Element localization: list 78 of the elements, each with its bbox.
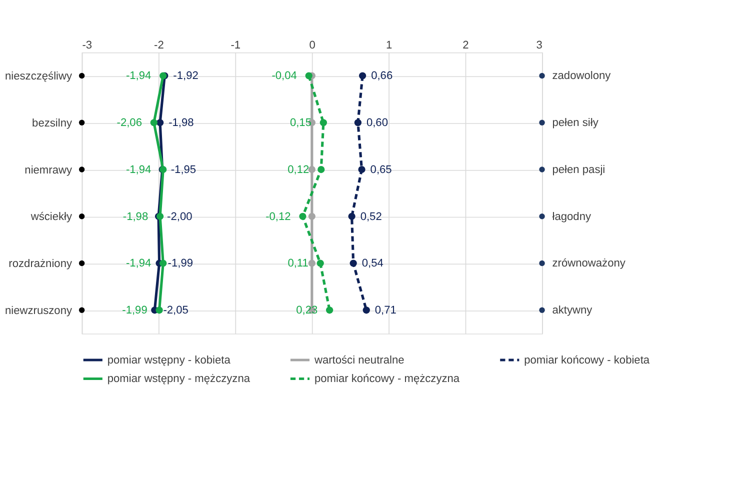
y2-tick-label: łagodny: [552, 210, 592, 223]
point: [78, 120, 85, 126]
data-label: -2,00: [167, 210, 192, 223]
point: [308, 260, 316, 267]
legend-label: pomiar wstępny - mężczyzna: [107, 373, 251, 386]
x-tick-label: -1: [230, 40, 241, 52]
legend-label: pomiar końcowy - kobieta: [524, 354, 650, 366]
point: [539, 214, 545, 220]
x-tick-label: 2: [462, 40, 469, 52]
data-label: -1,99: [168, 258, 194, 270]
data-label: -2,06: [116, 117, 142, 130]
y-tick-label: niewzruszony: [4, 304, 72, 317]
point: [305, 72, 312, 80]
data-label: 0,23: [296, 304, 318, 317]
data-label: 0,66: [371, 70, 393, 82]
x-tick-label: -3: [82, 40, 92, 52]
data-label: -1,98: [122, 210, 148, 223]
point: [299, 212, 306, 220]
point: [316, 260, 324, 267]
data-label: -1,94: [126, 258, 152, 270]
data-label: -1,94: [126, 164, 152, 176]
point: [78, 166, 85, 172]
data-label: -1,99: [122, 304, 148, 317]
y2-tick-label: pełen siły: [552, 117, 599, 130]
point: [78, 260, 85, 266]
point: [539, 120, 545, 126]
point: [539, 72, 545, 79]
y-tick-label: bezsilny: [32, 117, 72, 130]
point: [362, 306, 370, 314]
data-label: 0,54: [362, 258, 384, 270]
point: [78, 72, 85, 79]
point: [318, 166, 325, 174]
data-label: 0,12: [288, 164, 310, 176]
point: [160, 260, 167, 267]
y-tick-label: nieszczęśliwy: [5, 70, 72, 83]
point: [539, 307, 545, 313]
point: [78, 214, 85, 220]
legend-label: wartości neutralne: [313, 354, 404, 366]
data-label: 0,65: [370, 164, 392, 176]
data-label: 0,60: [366, 117, 388, 130]
point: [156, 119, 164, 126]
point: [308, 212, 316, 220]
y-tick-label: rozdrażniony: [8, 258, 72, 270]
point: [320, 119, 327, 126]
x-tick-label: 3: [536, 40, 542, 52]
point: [539, 260, 545, 266]
y2-tick-label: aktywny: [552, 304, 593, 317]
data-label: -2,05: [163, 304, 188, 317]
x-tick-label: 0: [309, 40, 316, 52]
point: [156, 306, 163, 314]
data-label: -1,92: [173, 70, 198, 82]
point: [358, 166, 366, 174]
x-tick-label: -2: [154, 40, 164, 52]
point: [539, 166, 545, 172]
data-label: 0,11: [288, 258, 308, 270]
legend-label: pomiar końcowy - mężczyzna: [314, 373, 460, 386]
x-tick-label: 1: [386, 40, 392, 52]
legend-label: pomiar wstępny - kobieta: [107, 354, 232, 366]
point: [150, 119, 158, 126]
point: [348, 212, 356, 220]
point: [78, 307, 85, 313]
point: [354, 119, 362, 126]
y2-tick-label: zrównoważony: [552, 258, 626, 270]
data-label: -0,12: [266, 210, 291, 223]
point: [350, 260, 357, 267]
point: [358, 72, 366, 80]
data-label: 0,52: [360, 210, 382, 223]
y-tick-label: niemrawy: [24, 164, 72, 176]
point: [326, 306, 334, 314]
y2-tick-label: pełen pasji: [552, 164, 606, 176]
data-label: -1,95: [170, 164, 196, 176]
data-label: -1,94: [126, 70, 152, 82]
data-label: -0,04: [272, 70, 297, 82]
y2-tick-label: zadowolony: [552, 70, 612, 82]
data-label: -1,98: [168, 117, 194, 130]
data-label: 0,15: [290, 117, 312, 130]
y-tick-label: wściekły: [30, 211, 72, 224]
data-label: 0,71: [374, 304, 396, 317]
